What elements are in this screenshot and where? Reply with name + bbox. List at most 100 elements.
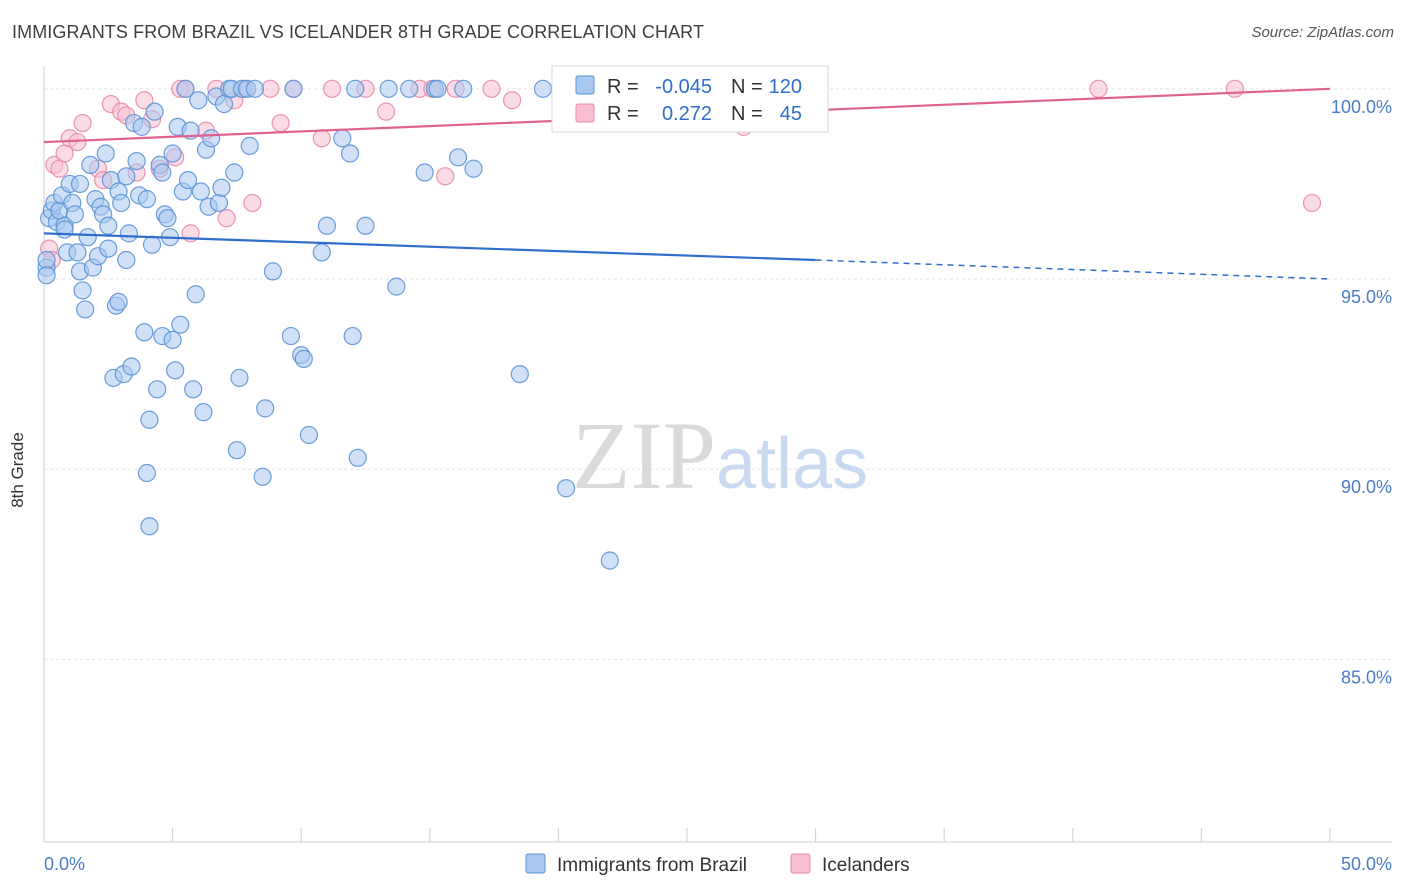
legend-n-value-brazil: 120: [769, 76, 802, 98]
brazil-point-97: [387, 277, 406, 296]
chart-source: Source: ZipAtlas.com: [1251, 24, 1394, 41]
icelanders-point-7: [73, 113, 92, 133]
brazil-point-114: [55, 220, 74, 239]
brazil-point-95: [356, 216, 375, 235]
brazil-point-42: [140, 410, 159, 429]
brazil-point-2: [37, 266, 56, 285]
x-tick-label-0: 0.0%: [44, 854, 85, 874]
brazil-point-51: [163, 144, 182, 163]
y-tick-label-2: 95.0%: [1341, 287, 1392, 307]
brazil-point-57: [178, 171, 198, 190]
brazil-point-112: [99, 216, 118, 235]
brazil-point-82: [263, 262, 283, 281]
brazil-point-44: [145, 102, 164, 121]
brazil-point-107: [557, 479, 576, 498]
brazil-point-106: [533, 79, 553, 98]
brazil-point-98: [400, 79, 419, 98]
brazil-point-56: [176, 79, 195, 98]
brazil-point-31: [112, 193, 131, 213]
brazil-point-1: [37, 250, 56, 270]
brazil-point-105: [510, 365, 529, 384]
brazil-point-101: [428, 79, 447, 98]
legend-box: R = -0.045 N = 120 R = 0.272 N = 45: [551, 65, 829, 133]
brazil-point-89: [317, 216, 337, 235]
icelanders-point-28: [271, 113, 290, 133]
brazil-point-115: [117, 167, 136, 186]
icelanders-point-26: [243, 193, 262, 213]
icelanders-point-39: [503, 91, 522, 110]
brazil-point-79: [245, 79, 265, 98]
legend-r-label-brazil: R =: [607, 76, 639, 98]
icelanders-point-23: [217, 209, 236, 228]
brazil-point-102: [448, 148, 468, 167]
brazil-point-60: [186, 285, 205, 304]
brazil-point-25: [96, 144, 115, 163]
brazil-point-117: [109, 292, 128, 311]
icelanders-point-38: [482, 79, 501, 98]
icelanders-point-27: [261, 79, 280, 98]
brazil-point-47: [153, 163, 172, 182]
brazil-point-74: [227, 441, 246, 460]
brazil-point-16: [73, 281, 92, 300]
brazil-point-62: [191, 182, 210, 201]
brazil-point-40: [135, 323, 154, 342]
brazil-point-75: [230, 368, 249, 388]
y-tick-label-3: 100.0%: [1331, 97, 1392, 117]
chart-title: IMMIGRANTS FROM BRAZIL VS ICELANDER 8TH …: [12, 22, 705, 42]
axes: [43, 66, 1392, 843]
legend-r-label-icelanders: R =: [607, 103, 639, 125]
icelanders-point-43: [1225, 79, 1244, 98]
brazil-point-73: [225, 163, 244, 182]
brazil-point-86: [294, 349, 313, 369]
icelanders-point-3: [50, 159, 69, 178]
legend-swatch-brazil: [575, 75, 595, 95]
brazil-point-35: [122, 357, 141, 376]
brazil-point-87: [299, 425, 319, 445]
brazil-point-59: [184, 380, 203, 399]
brazil-point-37: [127, 151, 146, 171]
brazil-point-69: [212, 178, 231, 197]
brazil-point-103: [454, 79, 473, 98]
brazil-point-109: [137, 463, 156, 483]
brazil-point-13: [65, 205, 84, 224]
brazil-point-91: [340, 144, 360, 163]
brazil-point-26: [99, 239, 118, 258]
brazil-point-39: [132, 117, 151, 136]
legend-r-value-brazil: -0.045: [655, 76, 712, 98]
icelanders-point-31: [322, 79, 342, 98]
brazil-point-54: [171, 315, 190, 334]
brazil-point-18: [78, 228, 97, 247]
legend-n-label-brazil: N =: [731, 76, 763, 98]
brazil-point-96: [379, 79, 398, 98]
tick-labels: 85.0% 90.0% 95.0% 100.0% 0.0% 50.0%: [44, 97, 1392, 874]
bottom-legend: Immigrants from Brazil Icelanders: [525, 853, 910, 876]
legend-r-value-icelanders: 0.272: [662, 103, 712, 125]
brazil-point-110: [140, 517, 159, 536]
brazil-point-78: [240, 136, 259, 155]
icelanders-point-36: [436, 167, 455, 186]
brazil-point-49: [158, 209, 177, 228]
brazil-point-99: [415, 163, 434, 182]
y-tick-label-0: 85.0%: [1341, 667, 1392, 687]
icelanders-point-44: [1302, 193, 1322, 213]
icelanders-point-30: [312, 129, 331, 148]
watermark-atlas: atlas: [716, 424, 868, 504]
legend-n-value-icelanders: 45: [780, 103, 802, 125]
bottom-legend-label-icelanders: Icelanders: [822, 855, 910, 876]
legend-swatch-icelanders: [575, 103, 595, 123]
brazil-point-45: [148, 380, 167, 399]
brazil-points: [37, 79, 619, 570]
y-tick-label-1: 90.0%: [1341, 477, 1392, 497]
brazil-point-68: [209, 193, 228, 213]
brazil-point-70: [214, 94, 234, 114]
brazil-point-43: [142, 235, 162, 254]
brazil-point-63: [194, 403, 213, 422]
brazil-trend-extension: [815, 259, 1331, 280]
brazil-point-93: [346, 79, 365, 98]
brazil-point-14: [68, 243, 87, 262]
brazil-point-61: [189, 91, 208, 110]
bottom-legend-label-brazil: Immigrants from Brazil: [557, 855, 747, 876]
brazil-point-83: [281, 326, 301, 346]
bottom-legend-swatch-brazil: [525, 853, 546, 874]
brazil-point-94: [348, 448, 367, 467]
